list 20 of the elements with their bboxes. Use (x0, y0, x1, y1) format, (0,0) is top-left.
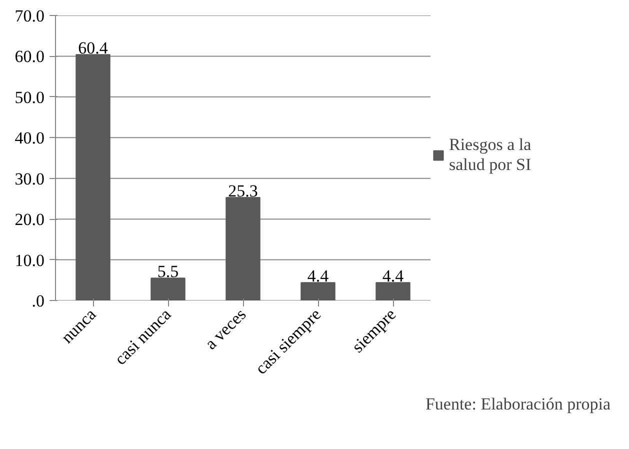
data-label: 4.4 (307, 266, 330, 286)
source-note: Fuente: Elaboración propia (425, 394, 611, 414)
data-label: 5.5 (157, 262, 179, 282)
bar (226, 196, 260, 300)
bar (300, 282, 336, 300)
data-label: 4.4 (382, 266, 404, 286)
y-tick-label: 60.0 (14, 47, 44, 66)
y-tick-label: 30.0 (14, 169, 44, 188)
bar (76, 54, 110, 300)
bar (150, 278, 186, 300)
y-tick-label: .0 (32, 292, 44, 310)
y-tick-label: 40.0 (14, 128, 44, 148)
legend-label: Riesgos a la salud por SI (449, 135, 532, 175)
data-label: 25.3 (228, 181, 258, 200)
data-label: 60.4 (78, 38, 108, 58)
y-tick-label: 50.0 (14, 88, 44, 107)
y-tick-label: 70.0 (14, 6, 44, 26)
y-tick-label: 10.0 (14, 250, 44, 270)
bar (376, 282, 410, 300)
y-tick-label: 20.0 (14, 210, 44, 230)
